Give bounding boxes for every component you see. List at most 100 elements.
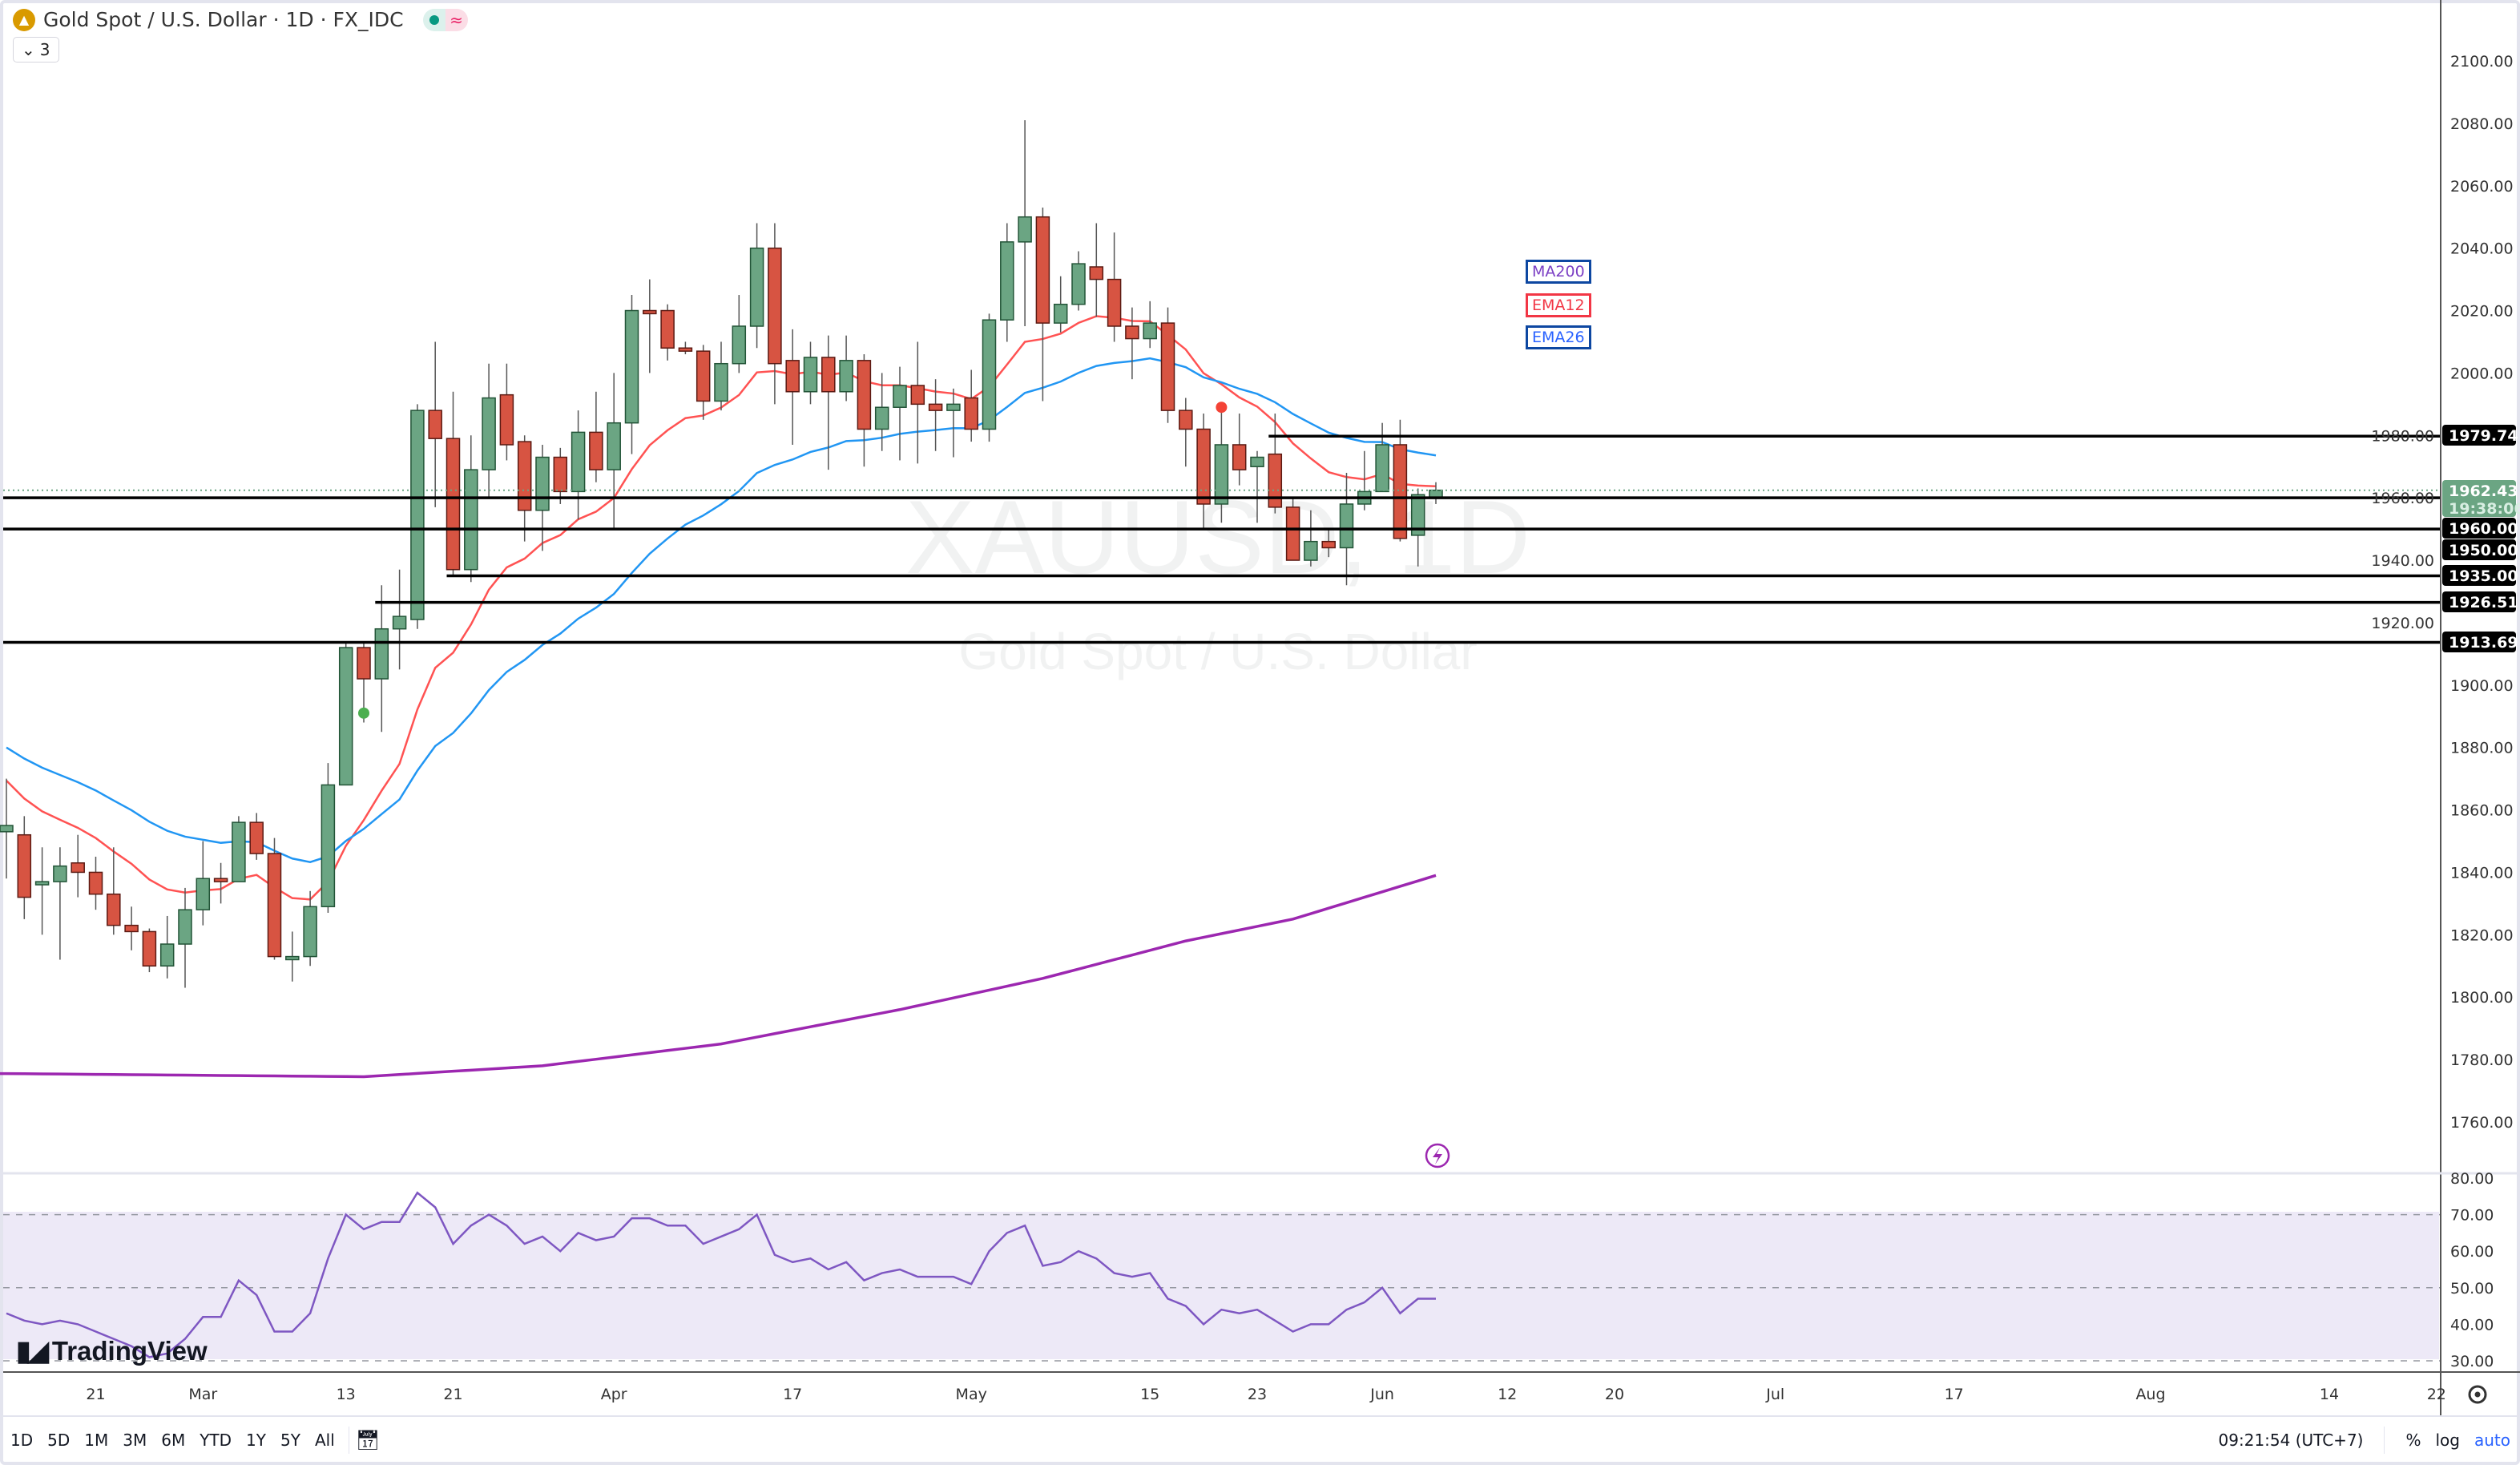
auto-scale-toggle[interactable]: auto xyxy=(2474,1431,2510,1450)
candle-body xyxy=(517,441,532,511)
calendar-goto-icon[interactable]: 📅︎ xyxy=(355,1429,381,1451)
candle xyxy=(803,341,818,405)
symbol-title[interactable]: Gold Spot / U.S. Dollar · 1D · FX_IDC xyxy=(43,8,404,31)
candle-body xyxy=(857,360,872,430)
candle-body xyxy=(71,862,85,874)
candle xyxy=(482,363,496,498)
horizontal-levels[interactable] xyxy=(3,434,2441,644)
candle xyxy=(303,890,317,967)
toolbar-divider xyxy=(2384,1427,2385,1454)
candle-body xyxy=(732,325,747,365)
status-badges[interactable]: ≈ xyxy=(422,8,468,31)
range-all[interactable]: All xyxy=(314,1431,335,1450)
candle xyxy=(232,816,246,882)
candle-body xyxy=(446,438,461,571)
range-ytd[interactable]: YTD xyxy=(200,1431,232,1450)
legend-ema26[interactable]: EMA26 xyxy=(1526,325,1591,349)
candle xyxy=(732,295,747,373)
time-tick-label: 23 xyxy=(1248,1386,1267,1403)
time-tick-label: 14 xyxy=(2320,1386,2339,1403)
price-tick-label: 1920.00 xyxy=(2371,615,2434,632)
candle-body xyxy=(321,784,336,908)
candle-body xyxy=(624,309,639,424)
tradingview-logo-icon: ▮◢ xyxy=(16,1336,49,1366)
candle xyxy=(178,887,192,988)
range-6m[interactable]: 6M xyxy=(161,1431,186,1450)
delayed-data-icon[interactable]: ≈ xyxy=(445,8,468,31)
time-tick-label: 13 xyxy=(337,1386,356,1403)
range-5d[interactable]: 5D xyxy=(47,1431,71,1450)
range-3m[interactable]: 3M xyxy=(123,1431,147,1450)
candle xyxy=(1089,223,1104,317)
candle xyxy=(464,435,478,583)
candle xyxy=(1375,422,1389,493)
time-tick-label: 15 xyxy=(1140,1386,1159,1403)
level-price-label: 1979.74 xyxy=(2442,425,2518,446)
candle-body xyxy=(1143,322,1157,340)
level-price-label: 1926.51 xyxy=(2442,591,2518,612)
candle xyxy=(1143,301,1157,349)
candle-body xyxy=(1285,506,1300,561)
candle xyxy=(785,329,800,445)
candle-body xyxy=(232,821,246,882)
lightning-icon[interactable] xyxy=(1425,1143,1450,1168)
sell-signal-dot xyxy=(1216,402,1228,414)
time-tick-label: Jun xyxy=(1369,1386,1394,1403)
candle xyxy=(338,641,353,786)
range-1d[interactable]: 1D xyxy=(10,1431,34,1450)
tradingview-logo[interactable]: ▮◢ TradingView xyxy=(16,1336,208,1366)
price-tick-label: 2060.00 xyxy=(2450,178,2514,196)
price-tick-label: 2000.00 xyxy=(2450,365,2514,382)
log-toggle[interactable]: log xyxy=(2435,1431,2460,1450)
chevron-down-icon: ⌄ xyxy=(22,40,35,59)
price-tick-label: 2040.00 xyxy=(2450,240,2514,258)
price-axis[interactable]: 2100.00 2080.00 2060.00 2040.00 2020.00 2000.… xyxy=(2371,53,2513,1132)
range-1m[interactable]: 1M xyxy=(84,1431,109,1450)
legend-ema12[interactable]: EMA12 xyxy=(1526,293,1591,317)
indicators-collapse-button[interactable]: ⌄ 3 xyxy=(13,37,59,63)
candle xyxy=(107,847,121,935)
legend-ma200[interactable]: MA200 xyxy=(1526,260,1591,284)
level-price-label: 1960.00 xyxy=(2442,518,2518,539)
candle xyxy=(643,279,657,373)
candle-body xyxy=(1304,540,1318,561)
rsi-band xyxy=(3,1212,2439,1359)
candle-body xyxy=(107,893,121,926)
clock-timezone[interactable]: 09:21:54 (UTC+7) xyxy=(2218,1431,2364,1450)
symbol-header[interactable]: ▲ Gold Spot / U.S. Dollar · 1D · FX_IDC … xyxy=(13,8,468,31)
signals xyxy=(358,402,1228,719)
price-tick-label: 1940.00 xyxy=(2371,552,2434,570)
candle-body xyxy=(410,410,425,620)
candle-body xyxy=(749,247,764,327)
time-tick-label: 17 xyxy=(1945,1386,1964,1403)
candle xyxy=(1035,208,1050,402)
candle xyxy=(285,931,300,982)
candle-body xyxy=(499,393,514,446)
time-axis[interactable]: 21 Mar 13 21 Apr 17 May 15 23 Jun 12 20 Jul 17 Aug 14 22 xyxy=(86,1386,2445,1403)
rsi-tick-label: 40.00 xyxy=(2450,1316,2494,1334)
price-tick-label: 1800.00 xyxy=(2450,989,2514,1007)
candle-body xyxy=(785,360,800,393)
candle-body xyxy=(213,878,228,882)
settings-gear-icon[interactable] xyxy=(2468,1385,2487,1404)
last-price-label-text: 1962.43 xyxy=(2449,482,2518,500)
candle xyxy=(17,816,32,919)
candle-body xyxy=(249,821,264,854)
candle xyxy=(1232,414,1247,486)
percent-toggle[interactable]: % xyxy=(2405,1431,2421,1450)
market-open-icon[interactable] xyxy=(422,8,446,31)
candle xyxy=(374,585,389,732)
range-5y[interactable]: 5Y xyxy=(280,1431,300,1450)
price-tick-label: 1960.00 xyxy=(2371,490,2434,507)
candle xyxy=(821,335,836,470)
time-tick-label: Jul xyxy=(1765,1386,1784,1403)
candle xyxy=(607,373,621,530)
time-tick-label: 21 xyxy=(443,1386,462,1403)
range-1y[interactable]: 1Y xyxy=(246,1431,266,1450)
candle xyxy=(249,813,264,860)
price-tick-label: 1760.00 xyxy=(2450,1114,2514,1132)
candle xyxy=(213,862,228,904)
candle-body xyxy=(1196,428,1211,505)
